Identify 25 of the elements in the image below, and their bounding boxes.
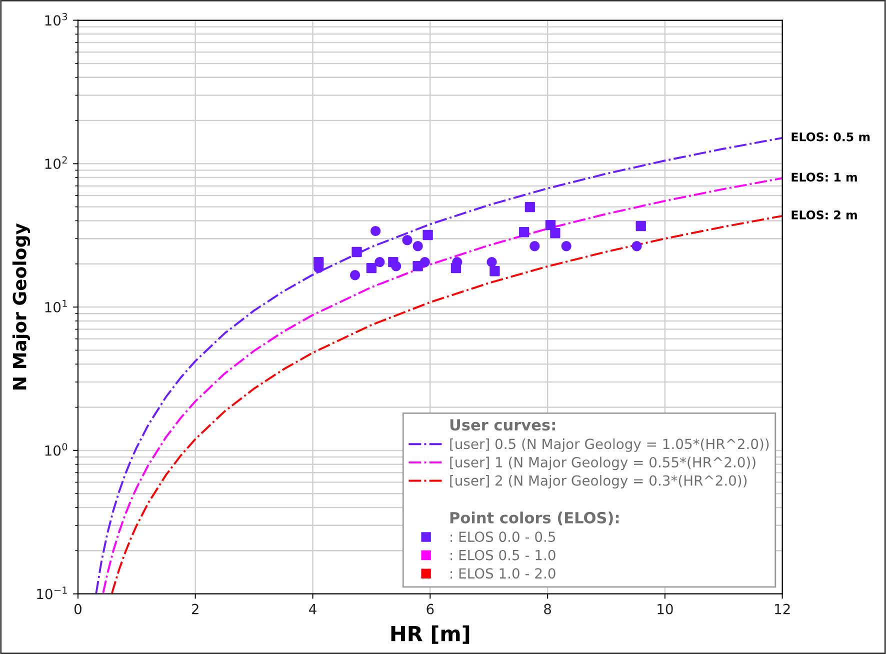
x-tick-label: 12: [775, 604, 790, 614]
annotation: Point colors (ELOS):: [450, 512, 619, 526]
y-tick-label: 10$^{−1}$: [37, 586, 67, 600]
y-tick-label: 10$^{1}$: [45, 300, 67, 312]
legend-label: [user] 2 (N Major Geology = 0.3*(HR^2.0)): [450, 475, 747, 488]
legend-label: [user] 0.5 (N Major Geology = 1.05*(HR^2.0)): [450, 438, 769, 452]
text: ELOS: 2 m: [792, 210, 857, 220]
x-tick-label: 0: [74, 604, 82, 614]
x-tick-label: 2: [192, 604, 198, 614]
y-tick-label: 10$^{3}$: [45, 12, 68, 26]
x-axis-title: HR [m]: [391, 625, 470, 644]
text: ELOS: 1 m: [792, 172, 857, 182]
y-axis-title: N Major Geology: [12, 223, 30, 390]
legend-label: : ELOS 0.0 - 0.5: [450, 532, 556, 542]
x-tick-label: 10: [658, 604, 673, 614]
x-tick-label: 8: [544, 604, 552, 614]
y-tick-label: 10$^{2}$: [45, 156, 67, 170]
legend-label: : ELOS 0.5 - 1.0: [450, 550, 556, 560]
legend-title: User curves:: [450, 419, 555, 431]
text: ELOS: 0.5 m: [792, 132, 870, 142]
x-tick-label: 6: [426, 604, 434, 614]
x-tick-label: 4: [309, 604, 316, 614]
y-tick-label: 10$^{0}$: [45, 443, 68, 456]
legend-label: : ELOS 1.0 - 2.0: [450, 568, 556, 579]
legend-label: [user] 1 (N Major Geology = 0.55*(HR^2.0)): [450, 456, 756, 470]
